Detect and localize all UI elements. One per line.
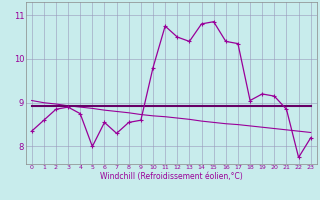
X-axis label: Windchill (Refroidissement éolien,°C): Windchill (Refroidissement éolien,°C) bbox=[100, 172, 243, 181]
